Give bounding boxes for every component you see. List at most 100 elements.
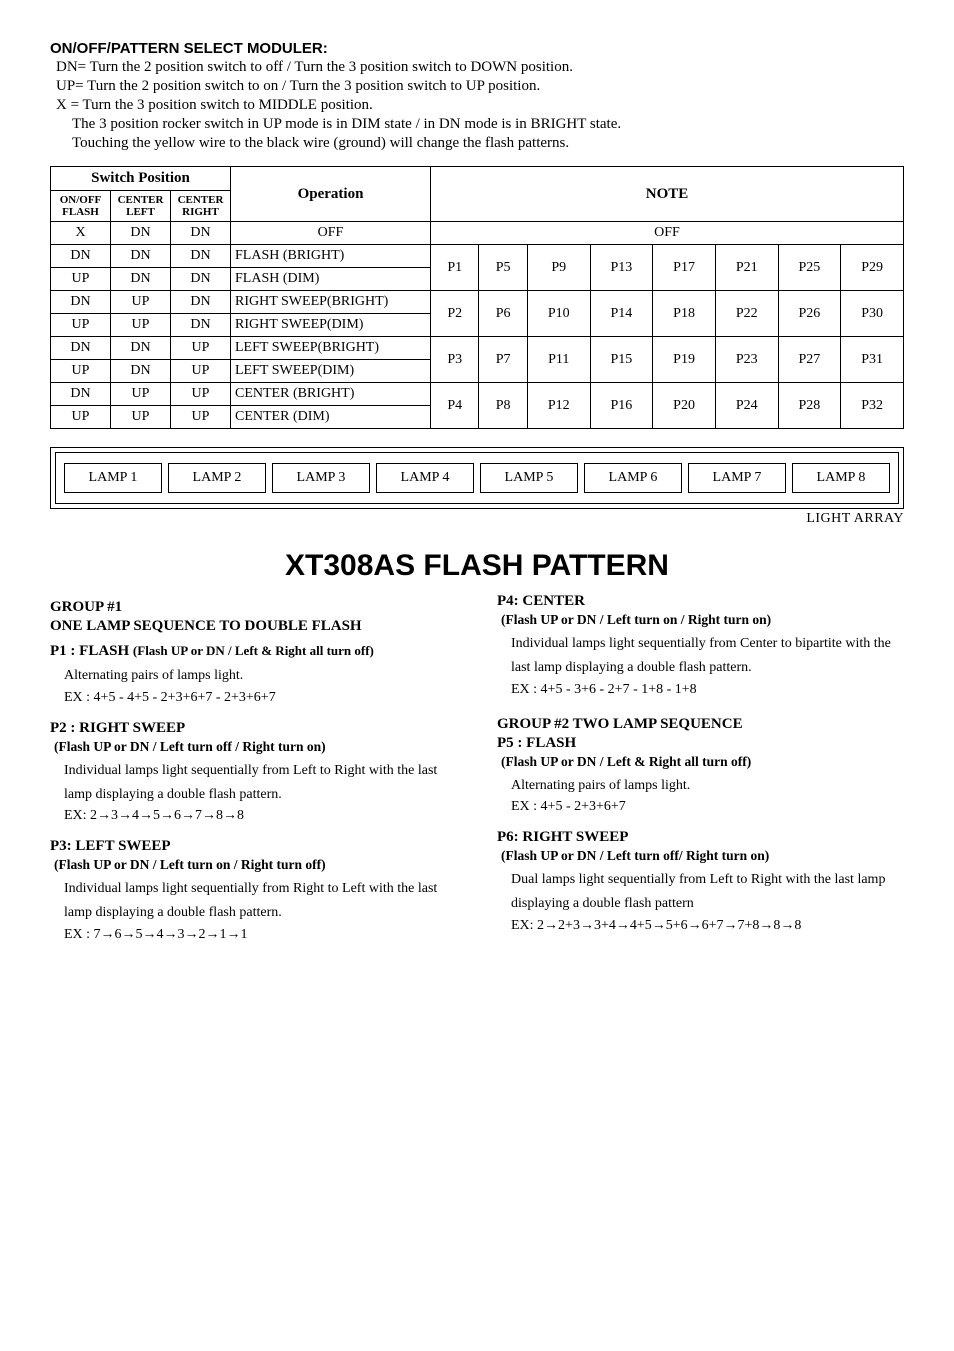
note-cell: P6 [479, 291, 527, 337]
group1-head: GROUP #1 [50, 599, 457, 616]
table-row: DN UP UP CENTER (BRIGHT) P4 P8 P12 P16 P… [51, 383, 904, 406]
cell: UP [111, 314, 171, 337]
hdr-operation: Operation [231, 167, 431, 222]
cell: RIGHT SWEEP(DIM) [231, 314, 431, 337]
note-cell: P3 [431, 337, 479, 383]
note-off: OFF [431, 222, 904, 245]
cell: DN [51, 245, 111, 268]
note-cell: P24 [715, 383, 778, 429]
note-cell: P2 [431, 291, 479, 337]
p4-head: P4: CENTER [497, 593, 904, 610]
p1-sub: (Flash UP or DN / Left & Right all turn … [133, 643, 374, 658]
note-cell: P19 [653, 337, 716, 383]
cell: CENTER (DIM) [231, 406, 431, 429]
note-cell: P15 [590, 337, 653, 383]
cell: UP [171, 360, 231, 383]
left-column: GROUP #1 ONE LAMP SEQUENCE TO DOUBLE FLA… [50, 593, 457, 957]
cell: UP [171, 383, 231, 406]
note-cell: P4 [431, 383, 479, 429]
intro-line-1: UP= Turn the 2 position switch to on / T… [56, 78, 904, 95]
p5-head: P5 : FLASH [497, 735, 904, 752]
note-cell: P18 [653, 291, 716, 337]
lamp-box: LAMP 4 [376, 463, 474, 493]
p1-head: P1 : FLASH (Flash UP or DN / Left & Righ… [50, 643, 457, 660]
lamp-box: LAMP 1 [64, 463, 162, 493]
note-cell: P10 [527, 291, 590, 337]
note-cell: P26 [778, 291, 841, 337]
p3-ex: EX : 7→6→5→4→3→2→1→1 [64, 927, 457, 943]
intro-line-4: Touching the yellow wire to the black wi… [72, 135, 904, 152]
table-row: DN UP DN RIGHT SWEEP(BRIGHT) P2 P6 P10 P… [51, 291, 904, 314]
p1-head-text: P1 : FLASH [50, 643, 129, 659]
p5-desc: Alternating pairs of lamps light. [511, 774, 904, 798]
cell: UP [171, 406, 231, 429]
note-cell: P13 [590, 245, 653, 291]
cell: DN [111, 360, 171, 383]
cell: DN [111, 222, 171, 245]
lamp-caption: LIGHT ARRAY [50, 511, 904, 527]
note-cell: P25 [778, 245, 841, 291]
p3-sub: (Flash UP or DN / Left turn on / Right t… [54, 857, 457, 873]
cell: UP [51, 268, 111, 291]
p3-desc: Individual lamps light sequentially from… [64, 877, 457, 925]
note-cell: P16 [590, 383, 653, 429]
cell: FLASH (BRIGHT) [231, 245, 431, 268]
cell: UP [171, 337, 231, 360]
cell: DN [111, 268, 171, 291]
note-cell: P22 [715, 291, 778, 337]
lamp-box: LAMP 3 [272, 463, 370, 493]
cell: DN [171, 222, 231, 245]
note-cell: P30 [841, 291, 904, 337]
table-row: DN DN UP LEFT SWEEP(BRIGHT) P3 P7 P11 P1… [51, 337, 904, 360]
lamp-box: LAMP 2 [168, 463, 266, 493]
table-row: X DN DN OFF OFF [51, 222, 904, 245]
cell: DN [171, 314, 231, 337]
flash-pattern-title: XT308AS FLASH PATTERN [50, 549, 904, 583]
cell: DN [51, 291, 111, 314]
cell: DN [111, 245, 171, 268]
pattern-columns: GROUP #1 ONE LAMP SEQUENCE TO DOUBLE FLA… [50, 593, 904, 957]
cell: CENTER (BRIGHT) [231, 383, 431, 406]
note-cell: P9 [527, 245, 590, 291]
cell: OFF [231, 222, 431, 245]
p6-ex: EX: 2→2+3→3+4→4+5→5+6→6+7→7+8→8→8 [511, 918, 904, 934]
group2-head: GROUP #2 TWO LAMP SEQUENCE [497, 716, 904, 733]
cell: DN [171, 245, 231, 268]
p4-desc: Individual lamps light sequentially from… [511, 632, 904, 680]
cell: UP [111, 383, 171, 406]
note-cell: P29 [841, 245, 904, 291]
hdr-center-left: CENTER LEFT [111, 191, 171, 222]
cell: DN [171, 291, 231, 314]
hdr-switch-position: Switch Position [51, 167, 231, 191]
lamp-box: LAMP 5 [480, 463, 578, 493]
note-cell: P17 [653, 245, 716, 291]
cell: DN [111, 337, 171, 360]
right-column: P4: CENTER (Flash UP or DN / Left turn o… [497, 593, 904, 957]
intro-line-2: X = Turn the 3 position switch to MIDDLE… [56, 97, 904, 114]
group1-sub: ONE LAMP SEQUENCE TO DOUBLE FLASH [50, 618, 457, 635]
p1-ex: EX : 4+5 - 4+5 - 2+3+6+7 - 2+3+6+7 [64, 690, 457, 706]
p5-ex: EX : 4+5 - 2+3+6+7 [511, 799, 904, 815]
p2-ex: EX: 2→3→4→5→6→7→8→8 [64, 808, 457, 824]
intro-line-3: The 3 position rocker switch in UP mode … [72, 116, 904, 133]
cell: DN [51, 383, 111, 406]
note-cell: P21 [715, 245, 778, 291]
p6-head: P6: RIGHT SWEEP [497, 829, 904, 846]
p1-desc: Alternating pairs of lamps light. [64, 664, 457, 688]
p6-desc: Dual lamps light sequentially from Left … [511, 868, 904, 916]
p2-desc: Individual lamps light sequentially from… [64, 759, 457, 807]
cell: UP [51, 406, 111, 429]
hdr-note: NOTE [431, 167, 904, 222]
lamp-row: LAMP 1 LAMP 2 LAMP 3 LAMP 4 LAMP 5 LAMP … [55, 452, 899, 504]
note-cell: P5 [479, 245, 527, 291]
page-title: ON/OFF/PATTERN SELECT MODULER: [50, 40, 904, 57]
note-cell: P12 [527, 383, 590, 429]
switch-table: Switch Position Operation NOTE ON/OFF FL… [50, 166, 904, 429]
cell: LEFT SWEEP(BRIGHT) [231, 337, 431, 360]
note-cell: P32 [841, 383, 904, 429]
p3-head: P3: LEFT SWEEP [50, 838, 457, 855]
p5-sub: (Flash UP or DN / Left & Right all turn … [501, 754, 904, 770]
hdr-onoff: ON/OFF FLASH [51, 191, 111, 222]
note-cell: P14 [590, 291, 653, 337]
p6-sub: (Flash UP or DN / Left turn off/ Right t… [501, 848, 904, 864]
